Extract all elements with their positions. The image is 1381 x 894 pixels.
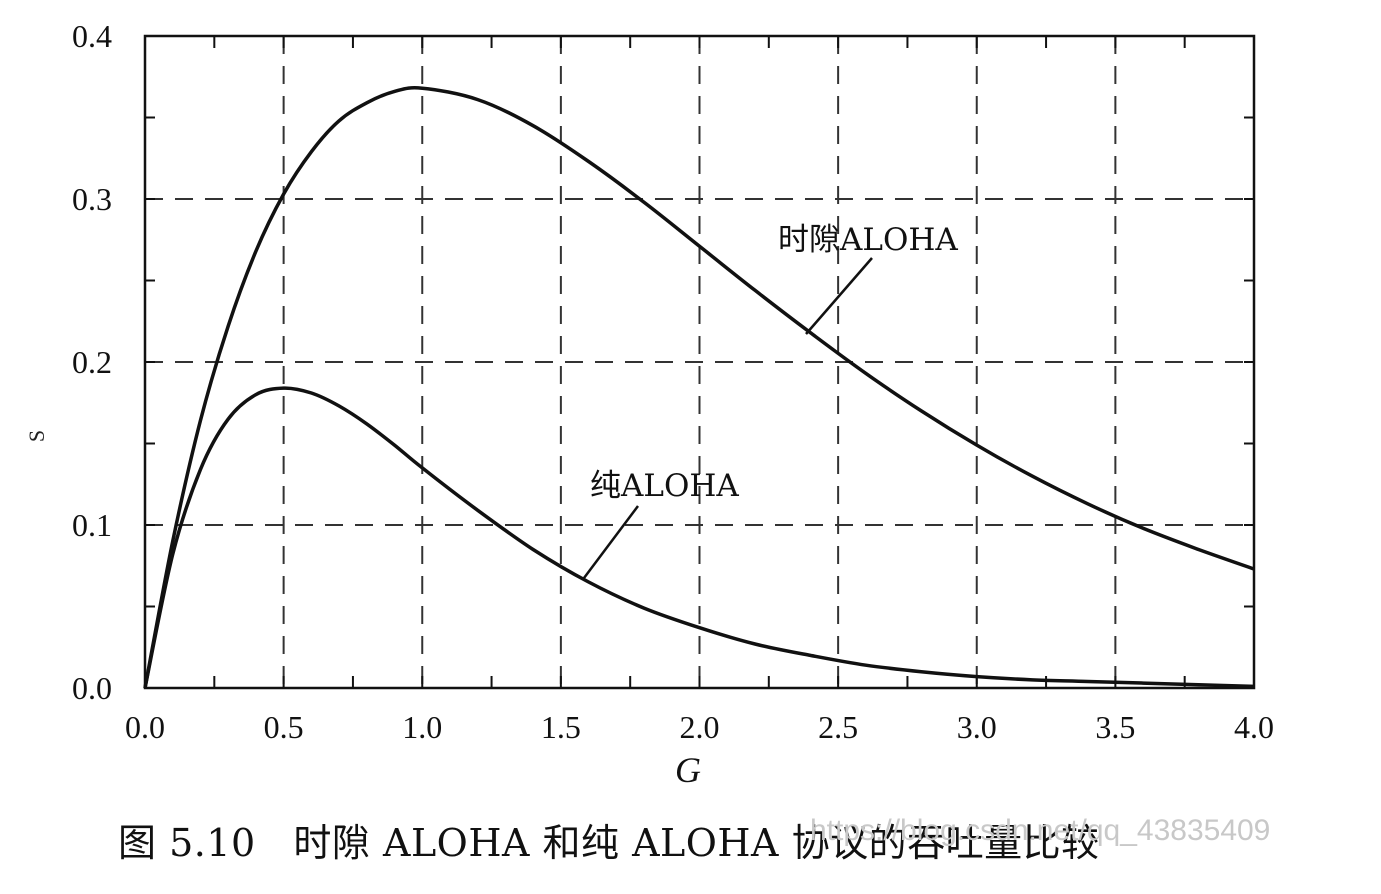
x-tick-labels: 0.0 0.5 1.0 1.5 2.0 2.5 3.0 3.5 4.0	[125, 709, 1274, 745]
y-tick-label: 0.3	[72, 181, 112, 217]
y-axis-title: S	[24, 430, 49, 442]
x-tick-label: 1.5	[541, 709, 581, 745]
x-tick-label: 0.0	[125, 709, 165, 745]
y-tick-labels: 0.0 0.1 0.2 0.3 0.4	[72, 18, 112, 706]
series-line-pure-aloha	[143, 386, 1255, 689]
x-tick-label: 1.0	[402, 709, 442, 745]
leader-slotted-aloha	[805, 257, 873, 335]
x-tick-label: 4.0	[1234, 709, 1274, 745]
label-leaders	[583, 257, 873, 579]
y-tick-label: 0.4	[72, 18, 112, 54]
watermark: https://blog.csdn.net/qq_43835409	[810, 814, 1271, 847]
y-tick-label: 0.1	[72, 507, 112, 543]
y-tick-label: 0.2	[72, 344, 112, 380]
x-tick-label: 2.0	[680, 709, 720, 745]
series-label-slotted-aloha: 时隙ALOHA	[778, 222, 958, 258]
x-tick-label: 0.5	[264, 709, 304, 745]
series-lines	[143, 86, 1255, 689]
x-axis-title: G	[675, 750, 701, 790]
x-tick-label: 3.0	[957, 709, 997, 745]
y-tick-label: 0.0	[72, 670, 112, 706]
figure-caption: 图 5.10 时隙 ALOHA 和纯 ALOHA 协议的吞吐量比较	[118, 821, 1100, 865]
x-tick-label: 2.5	[818, 709, 858, 745]
series-line-slotted-aloha	[143, 86, 1255, 689]
leader-pure-aloha	[583, 505, 639, 579]
x-tick-label: 3.5	[1095, 709, 1135, 745]
grid	[145, 36, 1254, 688]
series-label-pure-aloha: 纯ALOHA	[590, 468, 739, 504]
